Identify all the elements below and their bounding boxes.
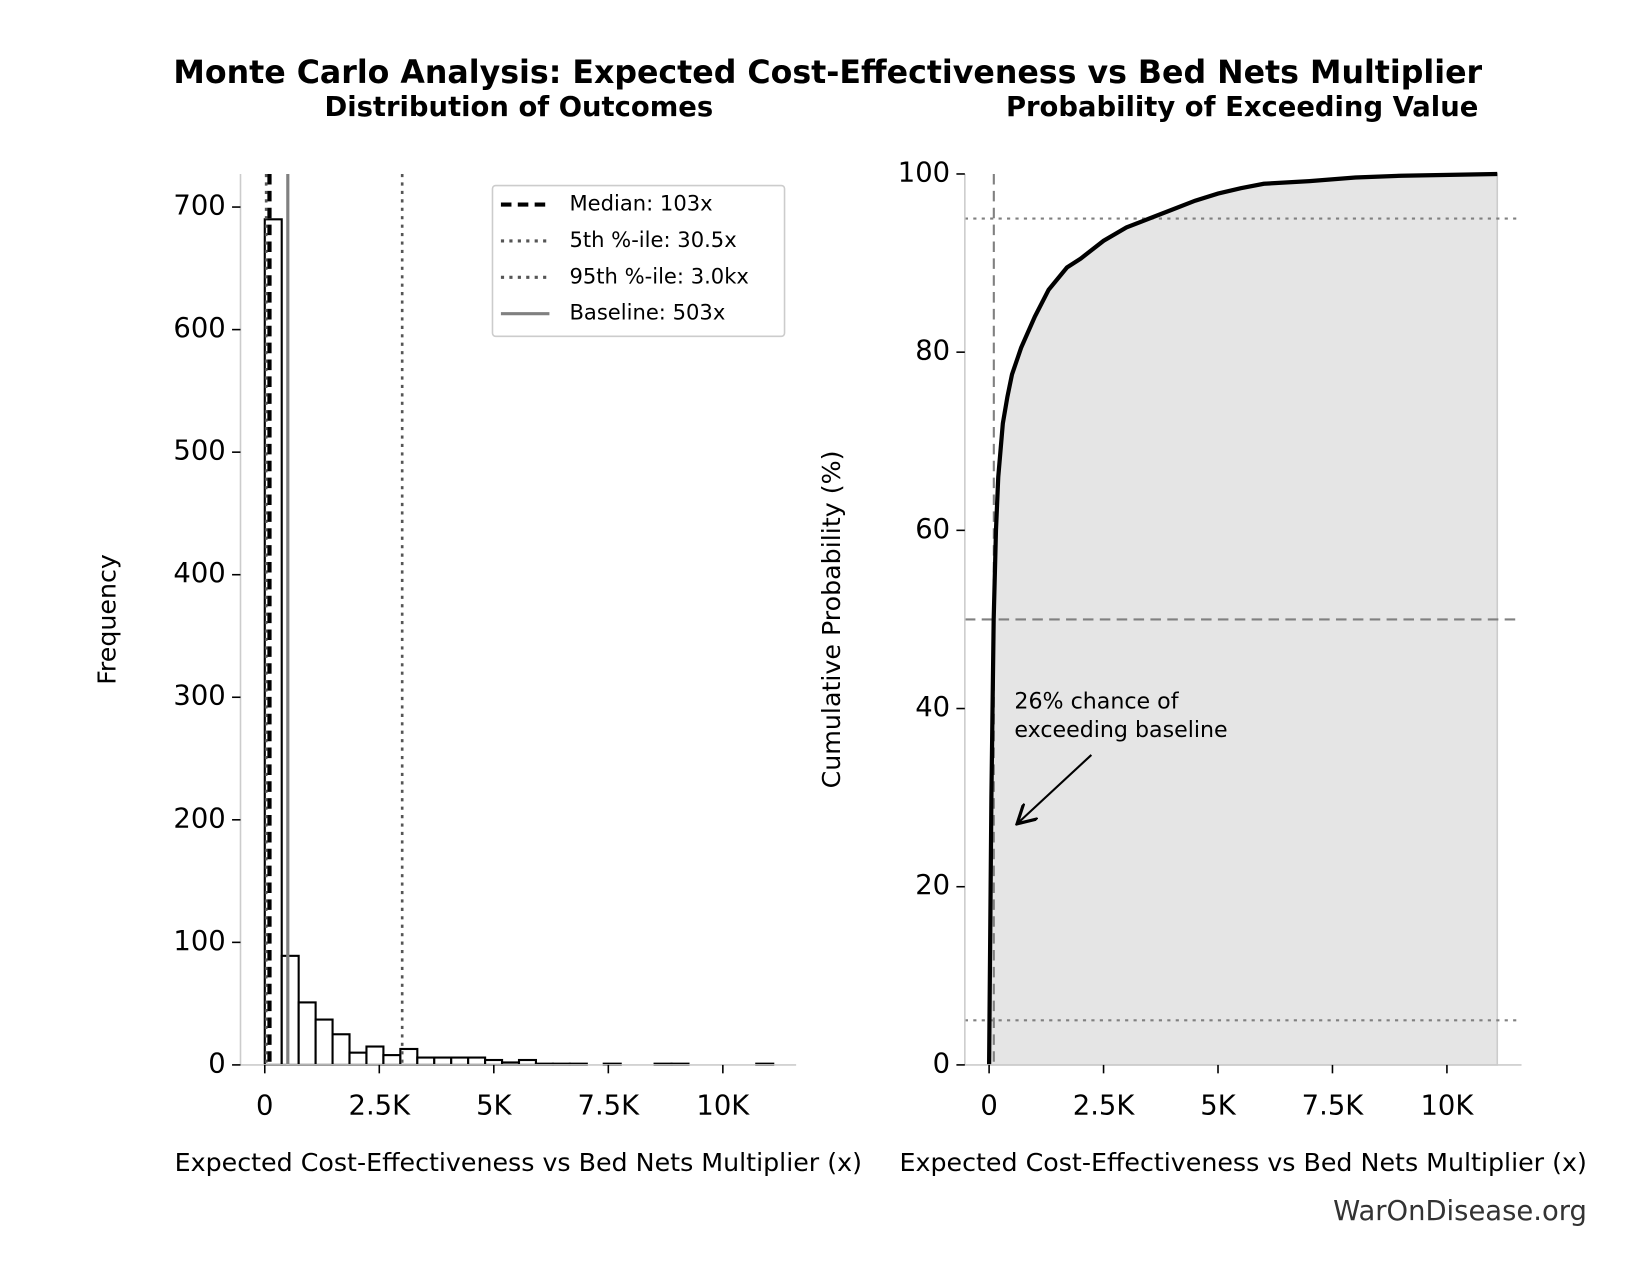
x-tick-label: 5K — [476, 1091, 512, 1122]
bar — [365, 1045, 385, 1066]
y-tick-label: 0 — [933, 1048, 950, 1079]
x-tick-label: 2.5K — [349, 1091, 412, 1122]
watermark: WarOnDisease.org — [1333, 1196, 1587, 1227]
y-tick-label: 80 — [915, 336, 950, 367]
cdf-line — [986, 171, 1498, 1065]
y-tick-label: 60 — [915, 514, 950, 545]
bar — [450, 1056, 470, 1066]
legend-label: Baseline: 503x — [569, 300, 725, 325]
x-tick-label: 2.5K — [1073, 1091, 1136, 1122]
y-tick-label: 100 — [173, 926, 225, 957]
y-tick-label: 100 — [898, 157, 950, 188]
figure-title: Monte Carlo Analysis: Expected Cost-Effe… — [173, 55, 1482, 91]
y-tick-label: 200 — [173, 803, 225, 834]
y-tick-label: 500 — [173, 436, 225, 467]
legend-label: Median: 103x — [569, 191, 712, 216]
bar — [416, 1056, 436, 1066]
x-tick-label: 0 — [256, 1091, 273, 1122]
x-tick-label: 7.5K — [578, 1091, 641, 1122]
y-axis-label: Frequency — [93, 554, 122, 685]
bar — [263, 218, 283, 1066]
bar — [314, 1018, 334, 1066]
x-axis-label: Expected Cost-Effectiveness vs Bed Nets … — [175, 1148, 862, 1177]
bar — [467, 1056, 487, 1066]
annotation-arrow — [1019, 754, 1093, 822]
y-axis-label: Cumulative Probability (%) — [817, 450, 846, 788]
y-tick-label: 0 — [208, 1048, 225, 1079]
legend-label: 5th %-ile: 30.5x — [569, 227, 736, 252]
bar — [331, 1033, 351, 1066]
bar — [382, 1054, 402, 1066]
annotation: 26% chance of — [1014, 689, 1179, 715]
panel-title: Distribution of Outcomes — [324, 92, 713, 123]
y-tick-label: 40 — [915, 692, 950, 723]
x-tick-label: 0 — [980, 1091, 997, 1122]
x-tick-label: 7.5K — [1302, 1091, 1365, 1122]
bar — [280, 954, 300, 1066]
legend-box — [491, 184, 786, 338]
y-tick-label: 400 — [173, 558, 225, 589]
x-tick-label: 10K — [1420, 1091, 1474, 1122]
x-tick-label: 10K — [696, 1091, 750, 1122]
y-tick-label: 300 — [173, 681, 225, 712]
bar — [433, 1056, 453, 1066]
legend-label: 95th %-ile: 3.0kx — [569, 263, 748, 288]
panel-title: Probability of Exceeding Value — [1006, 92, 1478, 123]
x-axis-label: Expected Cost-Effectiveness vs Bed Nets … — [900, 1148, 1587, 1177]
y-tick-label: 600 — [173, 313, 225, 344]
y-tick-label: 700 — [173, 191, 225, 222]
y-tick-label: 20 — [915, 870, 950, 901]
bar — [297, 1001, 317, 1066]
annotation: exceeding baseline — [1014, 717, 1227, 743]
x-tick-label: 5K — [1200, 1091, 1236, 1122]
bar — [348, 1051, 368, 1066]
